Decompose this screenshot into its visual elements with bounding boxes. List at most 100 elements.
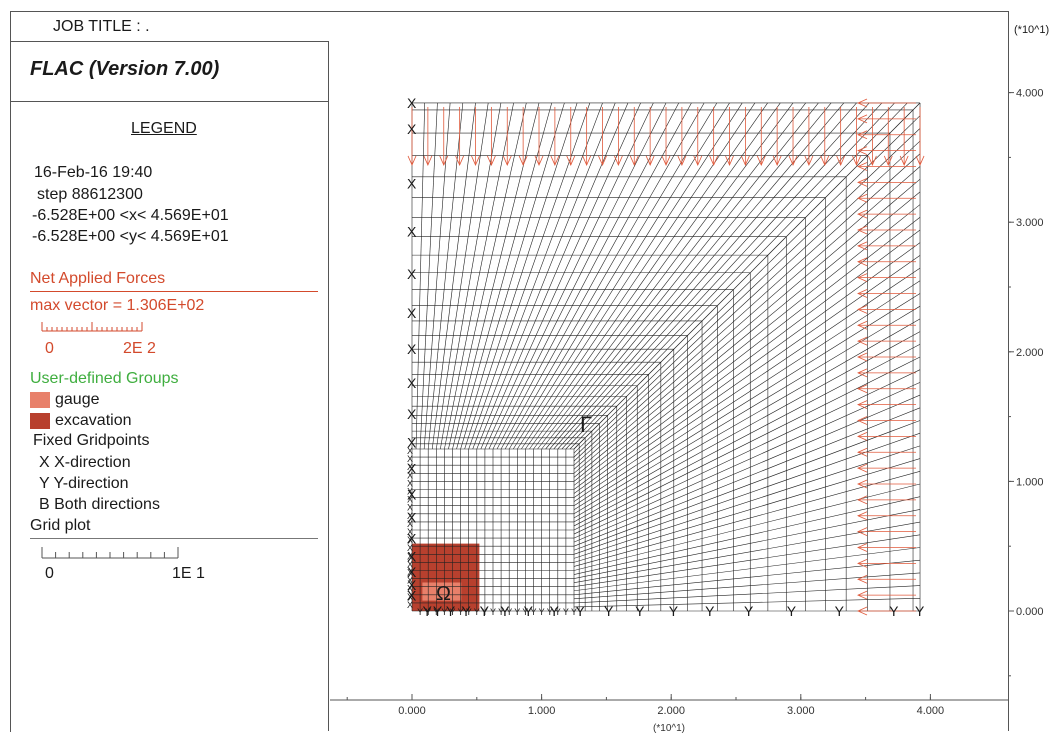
fixed-y-marker: Y	[506, 607, 512, 617]
fixed-x-marker: X	[407, 470, 413, 480]
fixed-y-marker: Y	[531, 607, 537, 617]
fixed-x-marker: X	[407, 486, 417, 502]
x-axis: 0.000 1.000 2.000 3.000 4.000	[330, 694, 1008, 717]
fixed-x-marker: X	[407, 511, 413, 521]
fixed-x-marker: X	[407, 487, 413, 497]
fixed-x-marker: X	[407, 223, 417, 239]
fixed-x-marker: X	[407, 592, 413, 602]
x-tick-label: 3.000	[787, 705, 815, 717]
fixed-x-marker: X	[407, 600, 413, 610]
fixed-y-marker: Y	[433, 603, 443, 619]
fixed-x-marker: X	[407, 305, 417, 321]
fixed-x-marker: X	[407, 406, 417, 422]
fixed-y-marker: Y	[547, 607, 553, 617]
fixed-x-marker: X	[407, 530, 417, 546]
fixed-y-marker: Y	[461, 603, 471, 619]
fixed-x-marker: X	[407, 478, 413, 488]
fixed-y-marker: Y	[539, 607, 545, 617]
force-scale-min: 0	[45, 340, 54, 357]
fixed-y-marker: Y	[482, 607, 488, 617]
fixed-y-marker: Y	[635, 603, 645, 619]
fixed-x-marker: X	[407, 446, 413, 456]
x-tick-label: 2.000	[657, 705, 685, 717]
x-tick-label: 1.000	[528, 705, 556, 717]
fixed-y-marker: Y	[446, 603, 456, 619]
fixed-x-marker: X	[407, 460, 417, 476]
fixed-x-marker: X	[407, 577, 417, 593]
fixed-y-marker: Y	[417, 607, 423, 617]
fixed-x-marker: X	[407, 510, 417, 526]
fixed-x-marker: X	[407, 527, 413, 537]
net-forces-underline	[30, 291, 318, 292]
job-title: JOB TITLE : .	[53, 18, 150, 35]
fixed-x-direction: X X-direction	[39, 454, 131, 471]
fixed-x-marker: X	[407, 121, 417, 137]
max-vector: max vector = 1.306E+02	[30, 297, 205, 314]
fixed-y-marker: Y	[571, 607, 577, 617]
legend-x-range: -6.528E+00 <x< 4.569E+01	[32, 207, 229, 224]
fixed-x-marker: X	[407, 266, 417, 282]
fixed-x-marker: X	[407, 576, 413, 586]
plot-frame	[10, 11, 1009, 732]
gauge-swatch	[30, 392, 50, 408]
legend-step: step 88612300	[37, 186, 143, 203]
fixed-x-marker: X	[407, 462, 413, 472]
fixed-x-marker: X	[407, 454, 413, 464]
fixed-x-marker: X	[407, 435, 417, 451]
fixed-gridpoints-title: Fixed Gridpoints	[33, 432, 150, 449]
net-forces-title: Net Applied Forces	[30, 270, 166, 287]
grid-scale-min: 0	[45, 565, 54, 582]
fixed-y-marker: Y	[433, 607, 439, 617]
fixed-y-marker: Y	[787, 603, 797, 619]
fixed-y-marker: Y	[744, 603, 754, 619]
y-tick-label: 2.000	[1016, 347, 1044, 359]
fixed-y-marker: Y	[423, 603, 433, 619]
fixed-x-marker: X	[407, 95, 417, 111]
fixed-x-marker: X	[407, 341, 417, 357]
fixed-y-marker: Y	[915, 603, 925, 619]
legend-title: LEGEND	[131, 120, 197, 137]
x-axis-multiplier: (*10^1)	[653, 723, 685, 733]
excavation-swatch	[30, 413, 50, 429]
y-tick-label: 0.000	[1016, 606, 1044, 618]
fixed-x-marker: X	[407, 535, 413, 545]
fixed-y-marker: Y	[835, 603, 845, 619]
x-tick-label: 0.000	[398, 705, 426, 717]
y-tick-label: 1.000	[1016, 476, 1044, 488]
y-axis: 0.000 1.000 2.000 3.000 4.000	[1008, 88, 1044, 677]
fixed-y-marker: Y	[889, 603, 899, 619]
fixed-x-marker: X	[407, 495, 413, 505]
fixed-y-marker: Y	[514, 607, 520, 617]
legend-date: 16-Feb-16 19:40	[34, 164, 153, 181]
grid-scale-max: 1E 1	[172, 565, 205, 582]
y-axis-multiplier: (*10^1)	[1014, 24, 1050, 36]
fixed-y-marker: Y	[575, 603, 585, 619]
fixed-x-marker: X	[407, 503, 413, 513]
fixed-x-marker: X	[407, 519, 413, 529]
group-label-gauge: gauge	[55, 391, 100, 408]
gamma-label: Γ	[580, 412, 592, 437]
fixed-x-marker: X	[407, 549, 417, 565]
fixed-x-marker: X	[407, 559, 413, 569]
fixed-y-marker: Y	[490, 607, 496, 617]
fixed-x-marker: X	[407, 543, 413, 553]
fixed-x-marker: X	[407, 551, 413, 561]
fixed-y-marker: Y	[604, 603, 614, 619]
app-version: FLAC (Version 7.00)	[30, 58, 220, 80]
fixed-x-marker: X	[407, 375, 417, 391]
fixed-y-marker: Y	[450, 607, 456, 617]
legend-y-range: -6.528E+00 <y< 4.569E+01	[32, 228, 229, 245]
force-scale-bar	[41, 322, 143, 332]
force-scale-max: 2E 2	[123, 340, 156, 357]
omega-label: Ω	[436, 583, 451, 605]
gauge-region	[422, 582, 462, 601]
grid-plot-underline	[30, 538, 318, 539]
grid-plot-label: Grid plot	[30, 517, 91, 534]
fixed-x-marker: X	[407, 568, 413, 578]
force-vectors	[407, 98, 925, 616]
fixed-y-marker: Y	[425, 607, 431, 617]
axis-divider	[1008, 11, 1009, 731]
fixed-x-marker: X	[407, 564, 417, 580]
fixed-y-marker: Y	[524, 603, 534, 619]
